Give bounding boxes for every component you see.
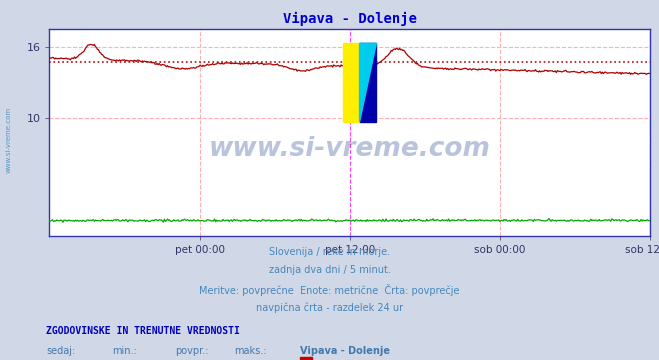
Bar	[360, 43, 376, 122]
Text: www.si-vreme.com: www.si-vreme.com	[209, 136, 491, 162]
Text: Slovenija / reke in morje.: Slovenija / reke in morje.	[269, 247, 390, 257]
Text: Vipava - Dolenje: Vipava - Dolenje	[300, 346, 390, 356]
Title: Vipava - Dolenje: Vipava - Dolenje	[283, 12, 417, 26]
Text: www.si-vreme.com: www.si-vreme.com	[5, 107, 12, 174]
Text: navpična črta - razdelek 24 ur: navpična črta - razdelek 24 ur	[256, 303, 403, 313]
Text: ZGODOVINSKE IN TRENUTNE VREDNOSTI: ZGODOVINSKE IN TRENUTNE VREDNOSTI	[46, 326, 240, 336]
Bar	[343, 43, 360, 122]
Text: min.:: min.:	[112, 346, 137, 356]
Text: maks.:: maks.:	[234, 346, 266, 356]
Text: Meritve: povprečne  Enote: metrične  Črta: povprečje: Meritve: povprečne Enote: metrične Črta:…	[199, 284, 460, 296]
Text: sedaj:: sedaj:	[46, 346, 75, 356]
Polygon shape	[360, 43, 376, 122]
Text: povpr.:: povpr.:	[175, 346, 208, 356]
Text: zadnja dva dni / 5 minut.: zadnja dva dni / 5 minut.	[269, 265, 390, 275]
